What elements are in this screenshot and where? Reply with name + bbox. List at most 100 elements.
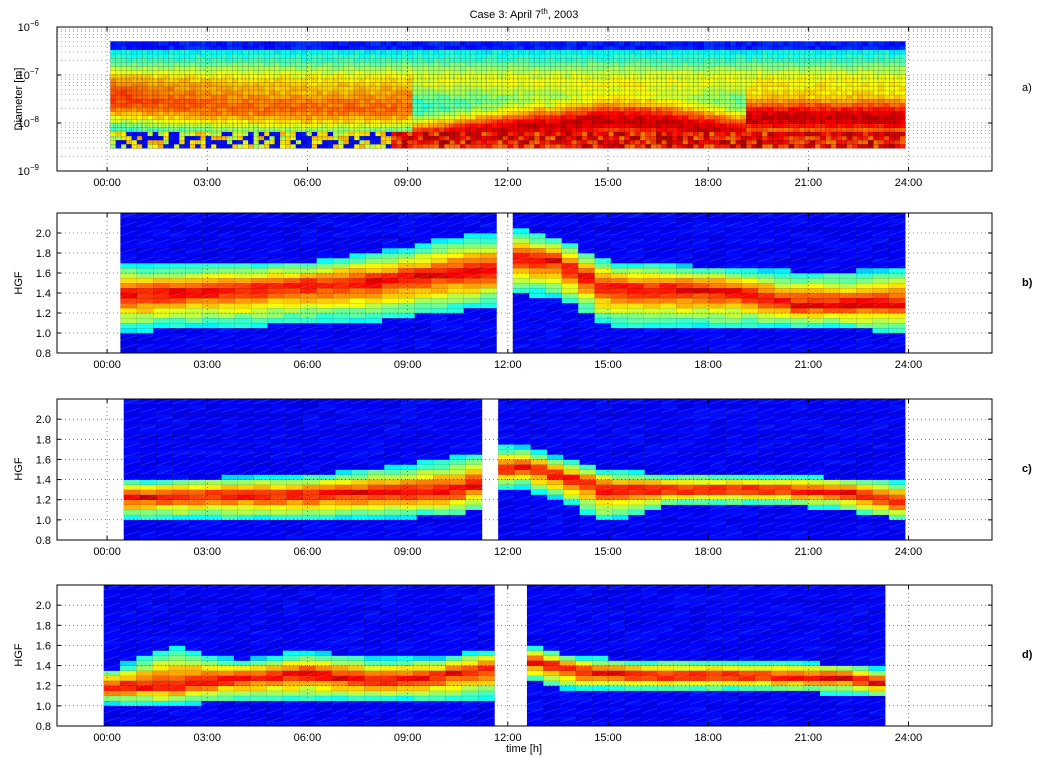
heatmap-cell — [234, 337, 252, 344]
heatmap-cell — [825, 143, 832, 149]
mesh-line — [365, 221, 383, 227]
heatmap-cell — [555, 65, 562, 71]
heatmap-cell — [703, 78, 710, 83]
heatmap-cell — [316, 347, 334, 353]
heatmap-cell — [210, 127, 217, 133]
heatmap-cell — [486, 102, 493, 108]
heatmap-cell — [830, 41, 837, 47]
heatmap-cell — [677, 70, 684, 75]
heatmap-cell — [883, 111, 890, 116]
heatmap-cell — [454, 123, 461, 129]
heatmap-cell — [507, 41, 514, 47]
heatmap-cell — [479, 332, 497, 339]
heatmap-cell — [814, 53, 821, 59]
heatmap-cell — [486, 57, 493, 63]
heatmap-cell — [248, 135, 254, 141]
heatmap-cell — [862, 82, 869, 88]
heatmap-cell — [788, 41, 795, 47]
heatmap-cell — [677, 123, 684, 129]
mesh-line — [300, 300, 317, 306]
heatmap-cell — [836, 102, 843, 108]
heatmap-cell — [724, 86, 731, 92]
heatmap-cell — [624, 135, 631, 141]
heatmap-cell — [539, 65, 546, 71]
heatmap-cell — [740, 61, 747, 67]
heatmap-cell — [894, 86, 901, 92]
heatmap-cell — [518, 94, 525, 100]
mesh-line — [463, 282, 481, 289]
heatmap-cell — [571, 127, 578, 133]
heatmap-cell — [126, 65, 133, 71]
heatmap-cell — [479, 242, 497, 249]
heatmap-cell — [369, 102, 376, 108]
heatmap-cell — [447, 342, 465, 349]
heatmap-cell — [422, 90, 429, 96]
heatmap-cell — [359, 102, 366, 108]
heatmap-cell — [608, 53, 615, 59]
heatmap-cell — [459, 86, 466, 92]
heatmap-cell — [179, 86, 186, 92]
heatmap-cell — [682, 82, 689, 88]
heatmap-cell — [486, 82, 493, 88]
heatmap-cell — [417, 65, 424, 71]
heatmap-cell — [365, 277, 383, 284]
heatmap-cell — [375, 86, 382, 92]
heatmap-cell — [507, 111, 514, 116]
heatmap-cell — [459, 131, 466, 137]
heatmap-cell — [767, 127, 774, 133]
heatmap-cell — [799, 53, 805, 59]
heatmap-cell — [703, 106, 710, 112]
heatmap-cell — [497, 115, 503, 120]
heatmap-cell — [216, 90, 223, 96]
heatmap-cell — [237, 102, 244, 108]
heatmap-cell — [740, 135, 747, 141]
heatmap-cell — [751, 119, 758, 124]
heatmap-cell — [608, 143, 615, 149]
heatmap-cell — [486, 106, 493, 112]
heatmap-cell — [756, 82, 763, 88]
heatmap-cell — [512, 98, 519, 104]
heatmap-cell — [613, 94, 620, 100]
mesh-line — [251, 221, 268, 227]
heatmap-cell — [608, 111, 615, 116]
heatmap-cell — [359, 127, 366, 133]
heatmap-cell — [507, 78, 514, 83]
heatmap-cell — [756, 127, 763, 133]
panel-b: 00:00 03:00 06:00 09:00 12:00 15:00 18:00 21:00… — [13, 212, 1033, 371]
heatmap-cell — [120, 242, 138, 249]
mesh-line — [185, 335, 203, 341]
heatmap-cell — [120, 82, 127, 88]
mesh-line — [447, 256, 464, 262]
mesh-line — [463, 291, 481, 297]
heatmap-cell — [332, 65, 339, 71]
heatmap-cell — [348, 57, 355, 63]
heatmap-cell — [444, 98, 450, 104]
heatmap-cell — [353, 49, 360, 55]
heatmap-cell — [656, 53, 662, 59]
heatmap-cell — [889, 86, 896, 92]
heatmap-cell — [242, 102, 249, 108]
heatmap-cell — [406, 143, 413, 149]
heatmap-cell — [640, 90, 647, 96]
heatmap-cell — [693, 61, 699, 67]
heatmap-cell — [221, 90, 228, 96]
mesh-line — [316, 247, 334, 254]
heatmap-cell — [481, 49, 488, 55]
heatmap-cell — [656, 78, 662, 83]
heatmap-cell — [878, 98, 885, 104]
mesh-line — [153, 326, 170, 332]
heatmap-cell — [343, 53, 350, 59]
heatmap-cell — [396, 90, 403, 96]
heatmap-cell — [157, 115, 164, 120]
heatmap-cell — [475, 86, 482, 92]
heatmap-cell — [597, 49, 604, 55]
heatmap-cell — [618, 61, 625, 67]
mesh-line — [251, 291, 268, 297]
heatmap-cell — [301, 111, 307, 116]
heatmap-cell — [316, 78, 323, 83]
heatmap-cell — [283, 237, 301, 244]
heatmap-cell — [449, 94, 456, 100]
heatmap-cell — [629, 90, 636, 96]
heatmap-cell — [433, 61, 440, 67]
heatmap-cell — [380, 98, 387, 104]
